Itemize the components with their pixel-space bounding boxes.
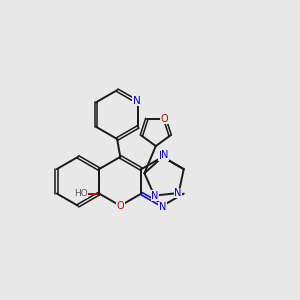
Text: N: N xyxy=(151,190,159,201)
Text: N: N xyxy=(161,150,169,160)
Text: O: O xyxy=(161,114,169,124)
Text: O: O xyxy=(116,201,124,211)
Text: N: N xyxy=(159,151,166,160)
Text: N: N xyxy=(159,202,166,212)
Text: N: N xyxy=(133,96,141,106)
Text: N: N xyxy=(174,188,182,198)
Text: HO: HO xyxy=(74,189,88,198)
